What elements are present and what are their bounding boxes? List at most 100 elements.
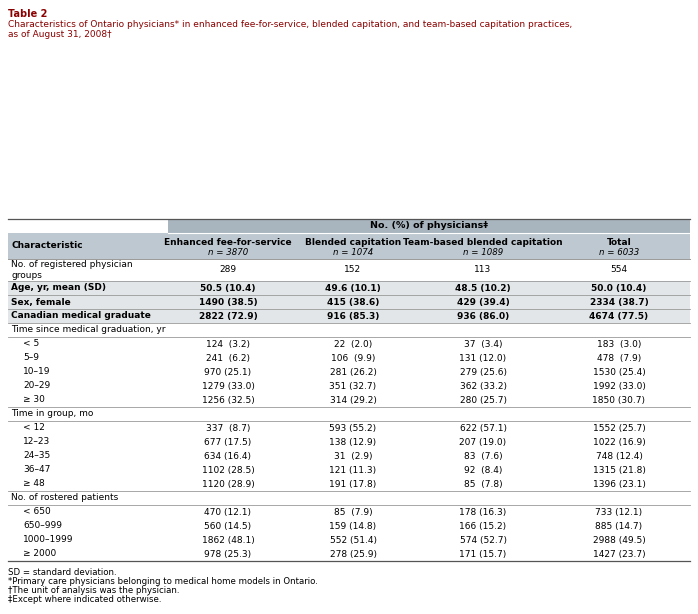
Text: 1530 (25.4): 1530 (25.4) (593, 368, 646, 376)
Text: 20–29: 20–29 (23, 381, 50, 391)
Bar (8, 519, 690, 533)
Text: 278 (25.9): 278 (25.9) (329, 550, 376, 559)
Bar (8, 233, 690, 259)
Bar (8, 323, 690, 337)
Text: 1490 (38.5): 1490 (38.5) (199, 298, 258, 306)
Text: Characteristics of Ontario physicians* in enhanced fee-for-service, blended capi: Characteristics of Ontario physicians* i… (8, 20, 572, 29)
Text: 37  (3.4): 37 (3.4) (463, 340, 503, 349)
Bar (168, 219, 690, 233)
Text: Canadian medical graduate: Canadian medical graduate (11, 311, 151, 321)
Text: 31  (2.9): 31 (2.9) (334, 451, 372, 460)
Text: 554: 554 (611, 265, 628, 274)
Text: 733 (12.1): 733 (12.1) (595, 508, 643, 516)
Bar (8, 463, 690, 477)
Text: 1427 (23.7): 1427 (23.7) (593, 550, 646, 559)
Text: 1315 (21.8): 1315 (21.8) (593, 465, 646, 475)
Bar (8, 365, 690, 379)
Text: 1120 (28.9): 1120 (28.9) (202, 480, 254, 489)
Text: 5–9: 5–9 (23, 354, 39, 362)
Text: 281 (26.2): 281 (26.2) (329, 368, 376, 376)
Text: 183  (3.0): 183 (3.0) (597, 340, 641, 349)
Text: 677 (17.5): 677 (17.5) (205, 438, 251, 446)
Text: ≥ 48: ≥ 48 (23, 480, 45, 489)
Text: 748 (12.4): 748 (12.4) (595, 451, 642, 460)
Text: 106  (9.9): 106 (9.9) (331, 354, 376, 362)
Text: 2988 (49.5): 2988 (49.5) (593, 535, 646, 545)
Text: Table 2: Table 2 (8, 9, 47, 19)
Text: ≥ 2000: ≥ 2000 (23, 550, 57, 559)
Text: Blended capitation: Blended capitation (305, 238, 401, 247)
Text: 50.0 (10.4): 50.0 (10.4) (591, 284, 646, 292)
Text: 970 (25.1): 970 (25.1) (205, 368, 251, 376)
Text: < 650: < 650 (23, 508, 51, 516)
Bar (8, 533, 690, 547)
Bar (8, 309, 690, 323)
Text: 650–999: 650–999 (23, 521, 62, 530)
Text: 478  (7.9): 478 (7.9) (597, 354, 641, 362)
Text: 1102 (28.5): 1102 (28.5) (202, 465, 254, 475)
Text: 936 (86.0): 936 (86.0) (457, 311, 509, 321)
Text: 92  (8.4): 92 (8.4) (463, 465, 502, 475)
Text: 85  (7.9): 85 (7.9) (334, 508, 372, 516)
Bar (8, 477, 690, 491)
Text: 978 (25.3): 978 (25.3) (205, 550, 251, 559)
Bar (8, 259, 690, 281)
Text: 289: 289 (219, 265, 237, 274)
Text: 1552 (25.7): 1552 (25.7) (593, 424, 646, 432)
Text: 2334 (38.7): 2334 (38.7) (590, 298, 648, 306)
Bar (8, 379, 690, 393)
Text: No. (%) of physicians‡: No. (%) of physicians‡ (370, 222, 488, 230)
Text: 560 (14.5): 560 (14.5) (205, 521, 251, 530)
Text: 885 (14.7): 885 (14.7) (595, 521, 643, 530)
Text: 124  (3.2): 124 (3.2) (206, 340, 250, 349)
Text: 166 (15.2): 166 (15.2) (459, 521, 507, 530)
Text: 22  (2.0): 22 (2.0) (334, 340, 372, 349)
Text: 622 (57.1): 622 (57.1) (459, 424, 507, 432)
Text: 1256 (32.5): 1256 (32.5) (202, 395, 254, 405)
Text: 279 (25.6): 279 (25.6) (459, 368, 507, 376)
Text: 48.5 (10.2): 48.5 (10.2) (455, 284, 511, 292)
Text: n = 3870: n = 3870 (208, 248, 248, 257)
Text: Age, yr, mean (SD): Age, yr, mean (SD) (11, 284, 106, 292)
Bar (8, 421, 690, 435)
Text: 36–47: 36–47 (23, 465, 50, 475)
Text: groups: groups (11, 271, 42, 280)
Bar (8, 337, 690, 351)
Text: 121 (11.3): 121 (11.3) (329, 465, 376, 475)
Text: 634 (16.4): 634 (16.4) (205, 451, 251, 460)
Bar (8, 393, 690, 407)
Text: 178 (16.3): 178 (16.3) (459, 508, 507, 516)
Text: 280 (25.7): 280 (25.7) (459, 395, 507, 405)
Text: No. of rostered patients: No. of rostered patients (11, 494, 118, 502)
Text: 10–19: 10–19 (23, 368, 50, 376)
Text: 314 (29.2): 314 (29.2) (329, 395, 376, 405)
Text: SD = standard deviation.: SD = standard deviation. (8, 568, 117, 577)
Text: 50.5 (10.4): 50.5 (10.4) (200, 284, 255, 292)
Text: Team-based blended capitation: Team-based blended capitation (403, 238, 563, 247)
Text: 2822 (72.9): 2822 (72.9) (199, 311, 258, 321)
Text: No. of registered physician: No. of registered physician (11, 260, 133, 269)
Text: 351 (32.7): 351 (32.7) (329, 381, 376, 391)
Text: 1000–1999: 1000–1999 (23, 535, 73, 545)
Text: 1279 (33.0): 1279 (33.0) (202, 381, 255, 391)
Text: n = 1089: n = 1089 (463, 248, 503, 257)
Text: 207 (19.0): 207 (19.0) (459, 438, 507, 446)
Text: Enhanced fee-for-service: Enhanced fee-for-service (164, 238, 292, 247)
Text: Total: Total (607, 238, 632, 247)
Bar (8, 351, 690, 365)
Bar (8, 435, 690, 449)
Text: *Primary care physicians belonging to medical home models in Ontario.: *Primary care physicians belonging to me… (8, 577, 318, 586)
Text: 4674 (77.5): 4674 (77.5) (589, 311, 648, 321)
Text: 337  (8.7): 337 (8.7) (206, 424, 250, 432)
Text: 1862 (48.1): 1862 (48.1) (202, 535, 254, 545)
Bar (8, 547, 690, 561)
Text: 574 (52.7): 574 (52.7) (459, 535, 507, 545)
Text: 241  (6.2): 241 (6.2) (206, 354, 250, 362)
Text: < 5: < 5 (23, 340, 39, 349)
Text: ≥ 30: ≥ 30 (23, 395, 45, 405)
Text: †The unit of analysis was the physician.: †The unit of analysis was the physician. (8, 586, 179, 595)
Bar (8, 281, 690, 295)
Text: ‡Except where indicated otherwise.: ‡Except where indicated otherwise. (8, 595, 161, 604)
Text: 1396 (23.1): 1396 (23.1) (593, 480, 646, 489)
Text: 470 (12.1): 470 (12.1) (205, 508, 251, 516)
